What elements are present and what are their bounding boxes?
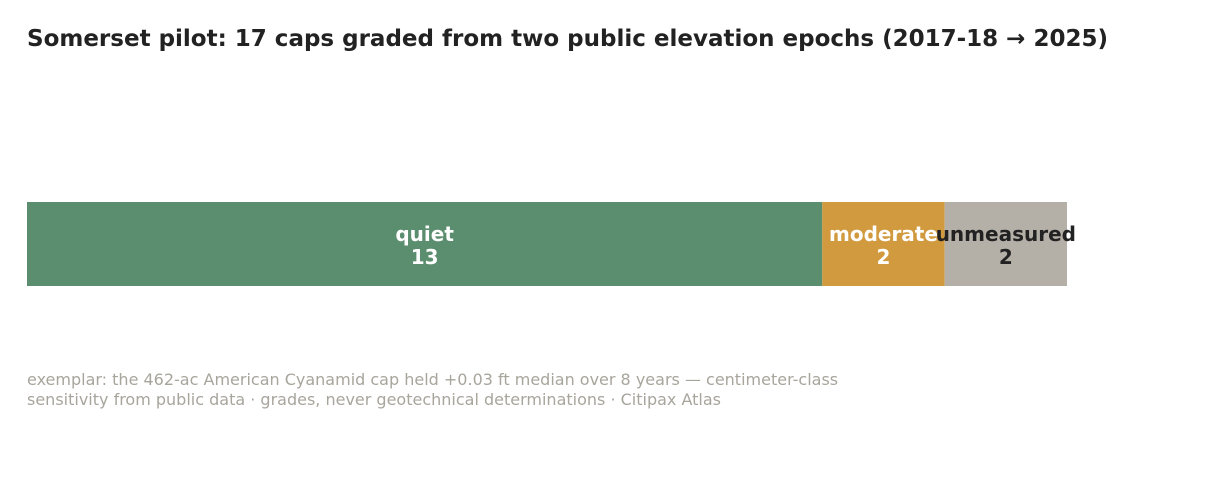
bar-segment-moderate	[822, 202, 945, 286]
segment-label-quiet: quiet	[395, 222, 454, 246]
segment-value-moderate: 2	[877, 245, 891, 269]
bar-segment-quiet	[27, 202, 823, 286]
segment-value-unmeasured: 2	[999, 245, 1013, 269]
footnote-line-1: exemplar: the 462-ac American Cyanamid c…	[27, 370, 838, 389]
chart-title: Somerset pilot: 17 caps graded from two …	[27, 26, 1108, 52]
segment-value-quiet: 13	[411, 245, 439, 269]
segment-label-unmeasured: unmeasured	[936, 222, 1076, 246]
footnote-line-2: sensitivity from public data · grades, n…	[27, 390, 721, 409]
bar-segment-unmeasured	[944, 202, 1067, 286]
segment-label-moderate: moderate	[829, 222, 938, 246]
